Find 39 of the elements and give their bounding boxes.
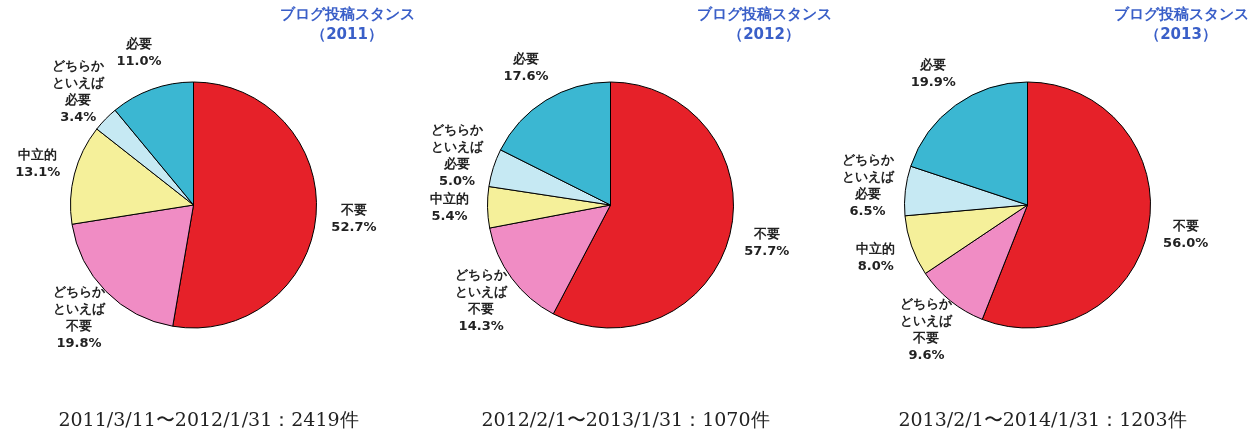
slice-label: 中立的 (430, 190, 470, 206)
slice-label: 必要 (124, 36, 152, 52)
slice-label: どちらかといえば不要 (455, 266, 509, 316)
data-label: 52.7% (331, 218, 377, 234)
data-label: 14.3% (458, 317, 504, 333)
chart-title: ブログ投稿スタンス (696, 5, 832, 24)
data-label: 19.9% (910, 74, 956, 90)
slice-label: どちらかといえば不要 (52, 284, 106, 333)
slice-label: 不要 (1171, 218, 1199, 234)
data-label: 57.7% (744, 243, 790, 259)
data-label: 3.4% (60, 109, 97, 125)
data-label: 19.8% (56, 335, 102, 350)
chart-subtitle: （2012） (728, 25, 800, 44)
slice-label: 不要 (752, 226, 780, 242)
slice-label: 中立的 (18, 147, 58, 163)
slice-label: どちらかといえば必要 (52, 58, 106, 108)
slice-label: 必要 (511, 50, 539, 66)
data-label: 17.6% (503, 67, 549, 83)
text: 2011/3/11〜2012/1/31：2419件 (57, 407, 360, 432)
slice-label: 必要 (919, 57, 947, 73)
chart-subtitle: （2013） (1145, 25, 1217, 44)
data-label: 5.0% (439, 173, 476, 189)
slice-label: 不要 (339, 201, 367, 217)
text: 2012/2/1〜2013/1/31：1070件 (480, 407, 771, 432)
chart-title: ブログ投稿スタンス (1113, 5, 1249, 24)
chart-title: ブログ投稿スタンス (279, 5, 415, 24)
data-label: 13.1% (15, 164, 61, 180)
slice-label: どちらかといえば必要 (431, 122, 485, 172)
data-label: 9.6% (908, 347, 945, 363)
slice-label: どちらかといえば不要 (900, 296, 954, 346)
text: 2013/2/1〜2014/1/31：1203件 (897, 407, 1188, 432)
data-label: 8.0% (857, 258, 894, 274)
data-label: 5.4% (431, 207, 468, 223)
data-label: 56.0% (1163, 235, 1209, 251)
data-label: 11.0% (116, 53, 162, 69)
slice-label: 中立的 (856, 241, 896, 257)
data-label: 6.5% (849, 203, 886, 219)
slice-label: どちらかといえば必要 (841, 152, 895, 202)
chart-subtitle: （2011） (311, 25, 383, 44)
